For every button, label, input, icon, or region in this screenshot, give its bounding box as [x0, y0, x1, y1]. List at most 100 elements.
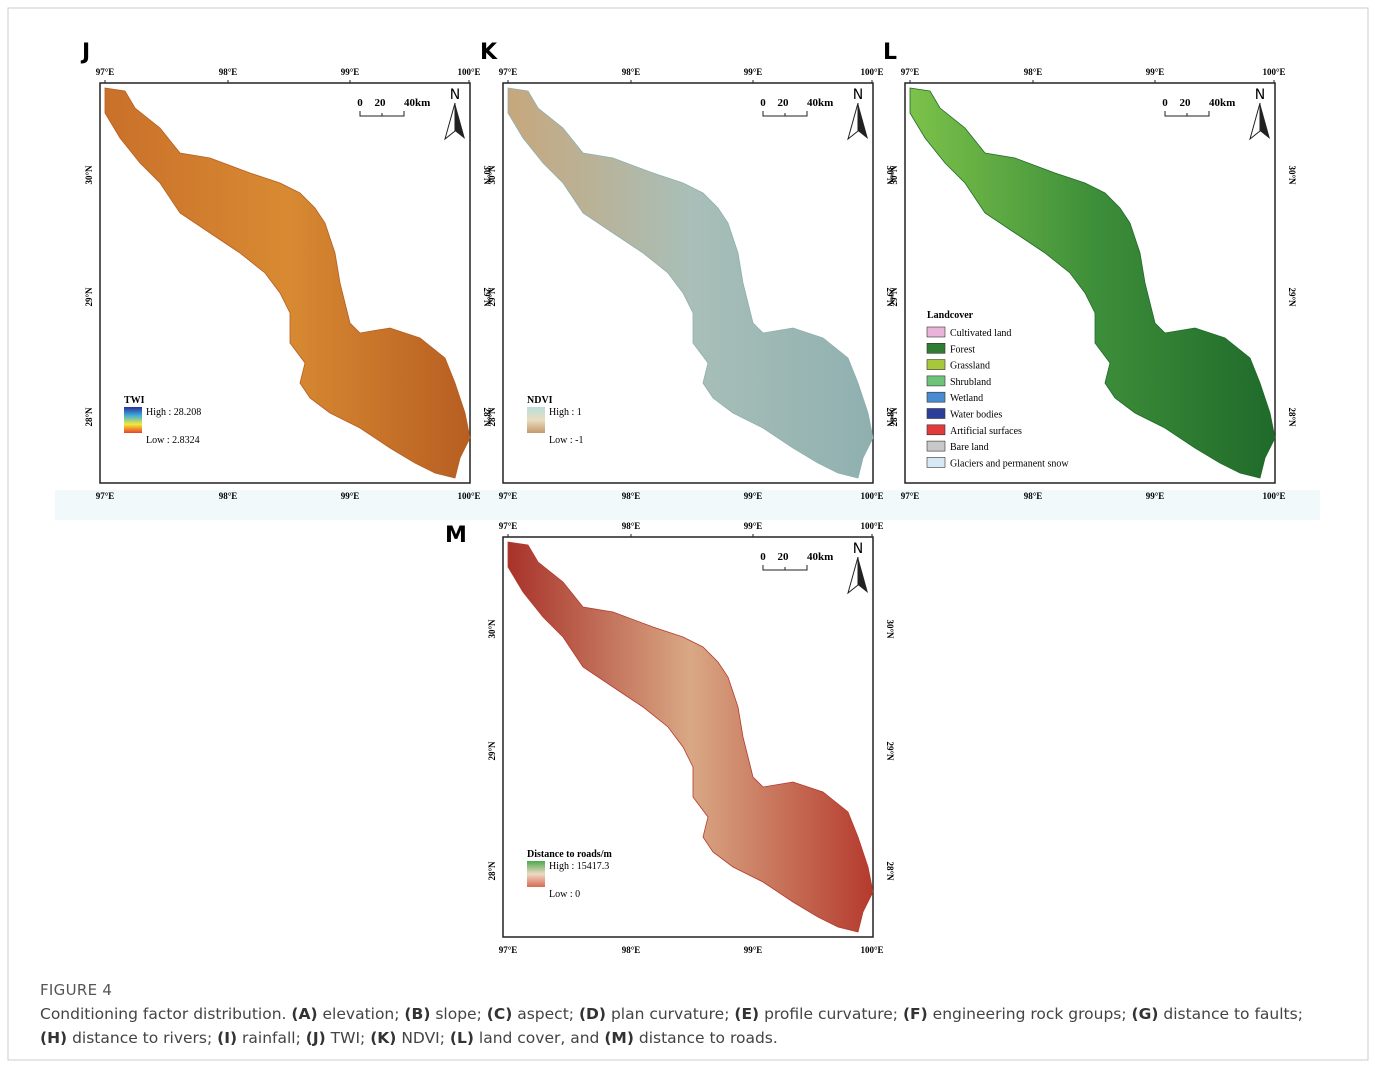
caption-text: aspect; [517, 1005, 575, 1023]
scale-label: 40km [1209, 97, 1235, 109]
lon-label: 99°E [1146, 67, 1165, 77]
lon-label: 97°E [499, 521, 518, 531]
lat-label: 29°N [885, 741, 895, 761]
legend-swatch [926, 375, 946, 387]
north-arrow [1260, 103, 1270, 139]
lat-label: 30°N [885, 165, 895, 185]
lon-label: 98°E [1024, 67, 1043, 77]
panel-letter: K [480, 40, 498, 65]
lon-label: 99°E [1146, 491, 1165, 501]
legend-label: Artificial surfaces [950, 426, 1022, 437]
scale-label: 20 [375, 97, 387, 109]
legend-label: Grassland [950, 361, 990, 372]
map-panel: 97°E 97°E 98°E 98°E 99°E 99°E 100°E 100°E 30°N 30… [487, 521, 895, 955]
legend-label: Cultivated land [950, 328, 1011, 339]
caption-text: rainfall; [242, 1029, 301, 1047]
caption-text: distance to faults; [1163, 1005, 1303, 1023]
legend-low: Low : 0 [549, 889, 580, 900]
lon-label: 99°E [341, 491, 360, 501]
lon-label: 100°E [457, 67, 480, 77]
caption-key: (L) [449, 1029, 474, 1047]
lat-label: 30°N [1287, 165, 1297, 185]
legend-high: High : 15417.3 [549, 861, 609, 872]
lat-label: 28°N [885, 407, 895, 427]
scale-label: 20 [1180, 97, 1192, 109]
lon-label: 100°E [457, 491, 480, 501]
caption-text: plan curvature; [610, 1005, 730, 1023]
lon-label: 99°E [744, 67, 763, 77]
lat-label: 28°N [889, 407, 899, 427]
scale-label: 20 [778, 551, 790, 563]
legend-swatch [926, 424, 946, 436]
scale-label: 0 [760, 97, 766, 109]
panel-letter: M [445, 523, 467, 548]
lon-label: 98°E [622, 67, 641, 77]
north-arrow [455, 103, 465, 139]
legend-swatch [926, 457, 946, 468]
lat-label: 30°N [84, 165, 94, 185]
panel-letter: L [883, 40, 897, 65]
lon-label: 99°E [341, 67, 360, 77]
caption-key: (J) [305, 1029, 326, 1047]
caption-lead: Conditioning factor distribution. [40, 1005, 287, 1023]
lat-label: 28°N [482, 407, 492, 427]
caption-key: (I) [217, 1029, 238, 1047]
scale-bar [1164, 111, 1210, 117]
legend-label: Bare land [950, 442, 989, 453]
lon-label: 97°E [901, 491, 920, 501]
scale-label: 0 [1162, 97, 1168, 109]
north-label: N [853, 87, 863, 103]
scale-label: 40km [404, 97, 430, 109]
legend-label: Forest [950, 344, 975, 355]
legend-label: Glaciers and permanent snow [950, 458, 1069, 469]
lat-label: 28°N [487, 861, 497, 881]
caption-key: (F) [902, 1005, 928, 1023]
lat-label: 29°N [482, 287, 492, 307]
lon-label: 98°E [622, 945, 641, 955]
caption-text: TWI; [330, 1029, 366, 1047]
lon-label: 98°E [622, 521, 641, 531]
caption-text: land cover, and [478, 1029, 600, 1047]
scale-label: 20 [778, 97, 790, 109]
legend-title: Distance to roads/m [527, 849, 612, 860]
legend-low: Low : 2.8324 [146, 435, 200, 446]
lon-label: 100°E [860, 67, 883, 77]
lat-label: 28°N [84, 407, 94, 427]
lon-label: 97°E [499, 491, 518, 501]
lon-label: 99°E [744, 491, 763, 501]
lat-label: 30°N [889, 165, 899, 185]
lat-label: 29°N [889, 287, 899, 307]
scale-label: 40km [807, 97, 833, 109]
lat-label: 30°N [885, 619, 895, 639]
legend-title: Landcover [927, 310, 974, 321]
legend-swatch [926, 359, 946, 370]
caption-key: (C) [486, 1005, 513, 1023]
lat-label: 30°N [482, 165, 492, 185]
lon-label: 97°E [96, 67, 115, 77]
caption-text: distance to roads. [638, 1029, 778, 1047]
figure-label: FIGURE 4 [40, 981, 113, 999]
caption-key: (H) [40, 1029, 68, 1047]
lat-label: 30°N [487, 619, 497, 639]
legend-swatch [926, 440, 946, 452]
lat-label: 28°N [487, 407, 497, 427]
lat-label: 29°N [885, 287, 895, 307]
caption-key: (K) [370, 1029, 397, 1047]
caption-key: (D) [578, 1005, 606, 1023]
legend-title: NDVI [527, 395, 553, 406]
caption-text: NDVI; [401, 1029, 445, 1047]
legend-label: Shrubland [950, 377, 991, 388]
figure-frame [7, 7, 1369, 1061]
map-panel: 97°E 97°E 98°E 98°E 99°E 99°E 100°E 100°E 30°N 30… [889, 67, 1297, 501]
north-label: N [450, 87, 460, 103]
caption-text: engineering rock groups; [932, 1005, 1127, 1023]
lat-label: 30°N [487, 165, 497, 185]
scale-label: 0 [357, 97, 363, 109]
lon-label: 98°E [219, 67, 238, 77]
caption-key: (E) [734, 1005, 760, 1023]
lon-label: 97°E [499, 67, 518, 77]
north-arrow [858, 103, 868, 139]
lat-label: 29°N [1287, 287, 1297, 307]
caption-text: distance to rivers; [72, 1029, 213, 1047]
